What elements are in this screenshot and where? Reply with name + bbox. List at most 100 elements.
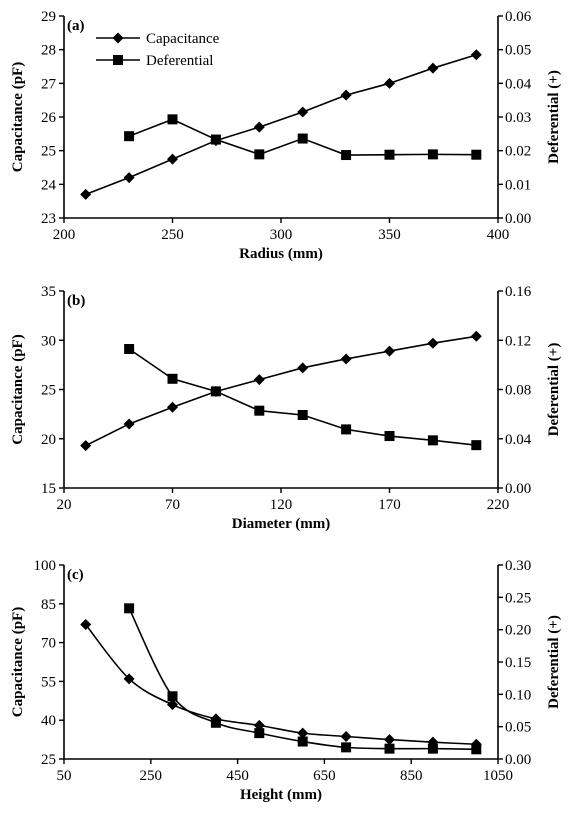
deferential-point [254,405,265,416]
deferential-point [384,743,395,754]
capacitance-point [470,330,482,342]
y-left-tick-label: 27 [41,76,57,92]
y-left-tick-label: 25 [41,752,56,768]
capacitance-point [340,353,352,365]
x-tick-label: 300 [270,227,293,243]
deferential-point [427,149,438,160]
y-left-tick-label: 100 [34,558,57,574]
capacitance-point [470,49,482,61]
deferential-point [210,386,221,397]
deferential-point [384,149,395,160]
series-line-capacitance [85,335,477,447]
capacitance-point [80,188,92,200]
deferential-point [167,373,178,384]
capacitance-point [297,106,309,118]
y-right-tick-label: 0.25 [505,590,531,606]
y-right-tick-label: 0.30 [505,558,531,574]
y-right-tick-label: 0.06 [505,9,532,25]
capacitance-point [297,362,309,374]
legend-label: Deferential [146,53,213,69]
x-tick-label: 70 [165,497,180,513]
x-tick-label: 120 [270,497,293,513]
y-right-tick-label: 0.16 [505,284,532,300]
capacitance-point [253,374,265,386]
deferential-point [471,744,482,755]
capacitance-point [384,77,395,89]
capacitance-point [167,153,178,165]
y-axis-right-label: Deferential (+) [546,615,562,709]
chart-panel-1: 200 250 300 350 400 23 24 25 26 27 28 29 0.00 0.01 0.0… [10,9,562,262]
capacitance-point [427,62,439,74]
y-left-tick-label: 70 [41,636,56,652]
legend-marker-diamond [112,32,124,44]
deferential-point [384,431,395,442]
capacitance-point [80,440,92,452]
deferential-point [167,114,178,125]
deferential-point [341,150,352,161]
capacitance-point [167,699,178,711]
y-left-tick-label: 35 [41,284,56,300]
x-tick-label: 350 [378,227,401,243]
y-left-tick-label: 30 [41,333,56,349]
x-tick-label: 20 [57,497,72,513]
capacitance-point [80,618,92,630]
y-right-tick-label: 0.15 [505,655,531,671]
y-right-tick-label: 0.00 [505,481,531,497]
capacitance-point [340,730,352,742]
capacitance-point [253,719,265,731]
deferential-point [471,440,482,451]
x-tick-label: 400 [487,227,510,243]
deferential-point [167,691,178,702]
panel-label: (a) [67,18,85,34]
y-right-tick-label: 0.12 [505,333,531,349]
y-left-tick-label: 29 [41,9,56,25]
series-line-capacitance [85,53,477,196]
capacitance-point [297,727,309,739]
x-tick-label: 200 [53,227,76,243]
capacitance-point [123,172,135,184]
y-left-tick-label: 15 [41,481,56,497]
capacitance-point [427,337,439,349]
x-tick-label: 170 [378,497,401,513]
capacitance-point [253,121,265,133]
deferential-point [297,409,308,420]
x-axis-label: Radius (mm) [239,246,323,262]
y-right-tick-label: 0.04 [505,432,532,448]
deferential-point [254,149,265,160]
y-left-tick-label: 85 [41,597,56,613]
capacitance-point [384,345,395,357]
capacitance-point [123,673,135,685]
x-tick-label: 50 [57,768,72,784]
legend: Capacitance Deferential [96,31,220,69]
deferential-point [427,435,438,446]
chart-panel-3: 50 250 450 650 850 1050 25 40 55 70 85 100 0.00 0.05 0… [10,558,562,803]
deferential-point [341,742,352,753]
deferential-point [341,424,352,435]
capacitance-point [340,89,352,101]
deferential-point [297,736,308,747]
y-right-tick-label: 0.00 [505,211,531,227]
x-tick-label: 1050 [483,768,513,784]
y-left-tick-label: 55 [41,674,56,690]
y-axis-right-label: Deferential (+) [546,343,562,437]
deferential-point [427,743,438,754]
y-right-tick-label: 0.10 [505,687,531,703]
y-right-tick-label: 0.20 [505,623,531,639]
x-tick-label: 850 [400,768,423,784]
y-right-tick-label: 0.02 [505,144,531,160]
legend-marker-square [113,55,123,65]
series-line-capacitance [85,623,477,746]
x-tick-label: 250 [140,768,163,784]
y-axis-right-label: Deferential (+) [546,70,562,164]
capacitance-point [384,734,395,746]
y-left-tick-label: 20 [41,432,56,448]
deferential-point [471,149,482,160]
x-tick-label: 220 [487,497,510,513]
y-left-tick-label: 25 [41,383,56,399]
legend-label: Capacitance [146,31,220,47]
y-right-tick-label: 0.04 [505,76,532,92]
y-right-tick-label: 0.03 [505,110,531,126]
y-right-tick-label: 0.00 [505,752,531,768]
panel-label: (c) [67,567,84,583]
